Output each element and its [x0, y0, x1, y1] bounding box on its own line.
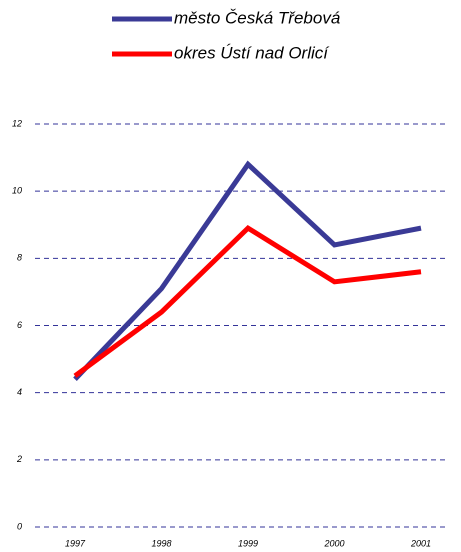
- series-line: [73, 224, 422, 378]
- y-tick-label: 0: [17, 521, 22, 531]
- y-tick-label: 4: [17, 387, 22, 397]
- x-tick-label: 2001: [410, 538, 431, 547]
- x-tick-label: 1997: [65, 538, 86, 547]
- x-tick-label: 1999: [238, 538, 258, 547]
- y-tick-label: 12: [12, 118, 22, 128]
- legend-label: okres Ústí nad Orlicí: [174, 43, 330, 62]
- y-tick-label: 2: [16, 454, 22, 464]
- y-tick-label: 6: [17, 320, 22, 330]
- y-tick-label: 8: [17, 253, 22, 263]
- x-tick-label: 1998: [151, 538, 171, 547]
- x-tick-label: 2000: [323, 538, 344, 547]
- y-tick-label: 10: [12, 186, 22, 196]
- series-line: [73, 160, 422, 381]
- legend-label: město Česká Třebová: [174, 8, 340, 27]
